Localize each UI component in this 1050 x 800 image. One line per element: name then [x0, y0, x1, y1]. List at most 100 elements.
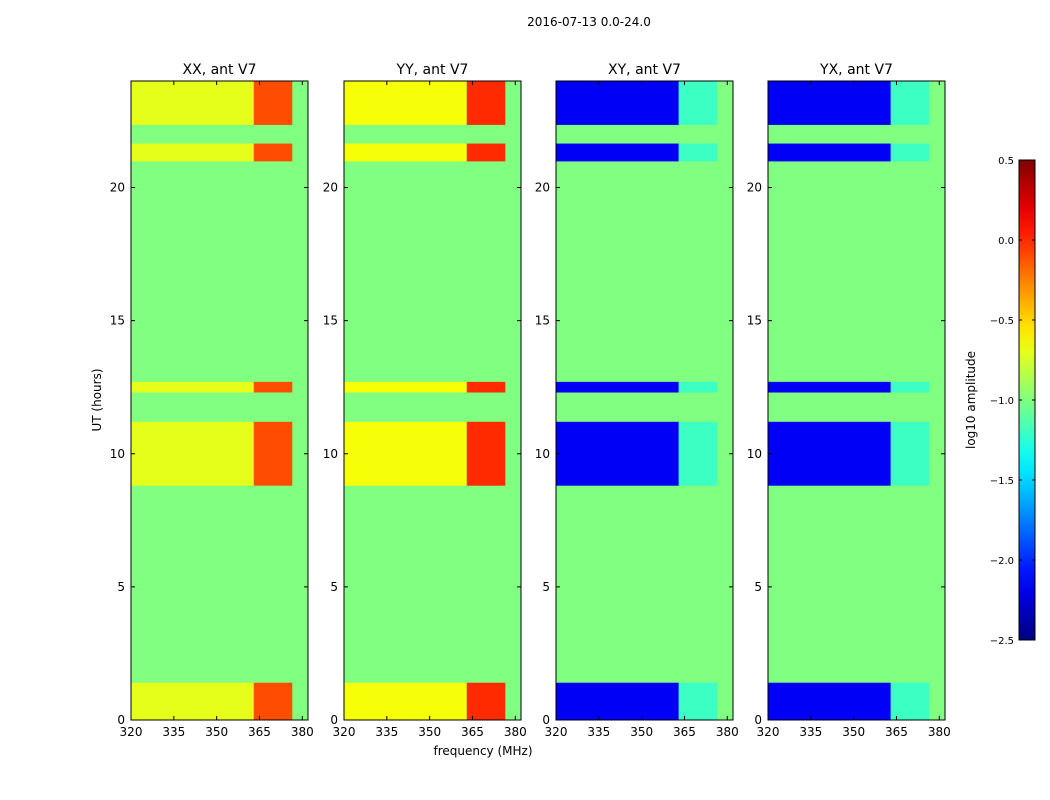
colorbar-tick-label: −1.0	[990, 396, 1014, 407]
panel-frame	[343, 80, 522, 721]
panels: XX, ant V7 320 335 350 365 380 0 5 10 15 20 YY, ant…	[110, 62, 951, 739]
heatmap-band	[253, 682, 293, 720]
y-tick-label: 5	[542, 580, 550, 594]
x-tick-label: 320	[757, 725, 780, 739]
y-tick-label: 5	[117, 580, 125, 594]
heatmap-band	[131, 381, 254, 393]
heatmap-band	[131, 682, 254, 720]
x-tick-label: 335	[587, 725, 610, 739]
y-tick-label: 15	[535, 314, 550, 328]
y-tick-label: 5	[754, 580, 762, 594]
panel-1: XX, ant V7 320 335 350 365 380 0 5 10 15 20	[110, 62, 314, 739]
panel-background	[344, 81, 521, 720]
y-tick-label: 15	[110, 314, 125, 328]
y-tick-label: 15	[747, 314, 762, 328]
x-tick-label: 365	[461, 725, 484, 739]
heatmap-band	[131, 81, 254, 125]
y-tick-label: 20	[323, 181, 338, 195]
panel-background	[131, 81, 308, 720]
heatmap-band	[466, 682, 506, 720]
x-tick-label: 350	[842, 725, 865, 739]
colorbar-tick-label: 0.0	[998, 236, 1014, 247]
x-tick-label: 350	[205, 725, 228, 739]
heatmap-band	[344, 682, 467, 720]
panel-frame	[767, 80, 946, 721]
panel-title: XY, ant V7	[608, 62, 681, 78]
heatmap-band	[890, 421, 930, 486]
panel-frame	[130, 80, 309, 721]
colorbar-tick-label: −2.5	[990, 636, 1014, 647]
x-tick-label: 365	[673, 725, 696, 739]
heatmap-band	[344, 143, 467, 162]
y-tick-label: 20	[110, 181, 125, 195]
x-tick-label: 365	[248, 725, 271, 739]
panel-background	[768, 81, 945, 720]
heatmap-band	[466, 421, 506, 486]
panel-title: YX, ant V7	[819, 62, 893, 78]
heatmap-band	[131, 421, 254, 486]
colorbar-tick-label: −1.5	[990, 476, 1014, 487]
heatmap-band	[890, 682, 930, 720]
x-tick-label: 380	[291, 725, 314, 739]
x-tick-label: 380	[716, 725, 739, 739]
figure-suptitle: 2016-07-13 0.0-24.0	[527, 15, 651, 29]
heatmap-band	[678, 81, 718, 125]
y-tick-label: 0	[754, 713, 762, 727]
colorbar: 0.5 0.0 −0.5 −1.0 −1.5 −2.0 −2.5 log10 amplitud…	[964, 156, 1036, 647]
heatmap-band	[890, 143, 930, 162]
heatmap-band	[556, 421, 679, 486]
heatmap-band	[890, 81, 930, 125]
heatmap-band	[678, 381, 718, 393]
x-tick-label: 380	[928, 725, 951, 739]
heatmap-band	[253, 81, 293, 125]
panel-2: YY, ant V7 320 335 350 365 380 0 5 10 15 20	[323, 62, 527, 739]
x-tick-label: 320	[545, 725, 568, 739]
x-tick-label: 320	[120, 725, 143, 739]
heatmap-band	[344, 81, 467, 125]
y-tick-label: 10	[110, 447, 125, 461]
colorbar-tick-label: −2.0	[990, 556, 1014, 567]
x-tick-label: 335	[162, 725, 185, 739]
heatmap-band	[678, 143, 718, 162]
y-tick-label: 10	[747, 447, 762, 461]
heatmap-band	[678, 682, 718, 720]
heatmap-band	[556, 381, 679, 393]
x-tick-label: 320	[333, 725, 356, 739]
heatmap-band	[253, 381, 293, 393]
heatmap-band	[131, 143, 254, 162]
x-tick-label: 350	[418, 725, 441, 739]
panel-3: XY, ant V7 320 335 350 365 380 0 5 10 15 20	[535, 62, 739, 739]
y-tick-label: 10	[323, 447, 338, 461]
y-tick-label: 5	[330, 580, 338, 594]
colorbar-label: log10 amplitude	[964, 351, 978, 449]
heatmap-band	[466, 81, 506, 125]
heatmap-band	[556, 682, 679, 720]
y-tick-label: 0	[117, 713, 125, 727]
heatmap-band	[768, 143, 891, 162]
colorbar-tick-label: −0.5	[990, 316, 1014, 327]
x-tick-label: 335	[375, 725, 398, 739]
panel-frame	[555, 80, 734, 721]
y-tick-label: 10	[535, 447, 550, 461]
heatmap-band	[344, 381, 467, 393]
heatmap-band	[466, 143, 506, 162]
x-tick-label: 380	[504, 725, 527, 739]
panel-title: XX, ant V7	[183, 62, 257, 78]
heatmap-band	[768, 381, 891, 393]
colorbar-tick-label: 0.5	[998, 156, 1014, 167]
heatmap-band	[768, 421, 891, 486]
heatmap-band	[344, 421, 467, 486]
y-tick-label: 20	[535, 181, 550, 195]
x-tick-label: 350	[630, 725, 653, 739]
panel-title: YY, ant V7	[396, 62, 469, 78]
heatmap-band	[466, 381, 506, 393]
panel-background	[556, 81, 733, 720]
heatmap-band	[678, 421, 718, 486]
y-axis-label: UT (hours)	[90, 368, 104, 431]
heatmap-band	[556, 143, 679, 162]
y-tick-label: 15	[323, 314, 338, 328]
heatmap-band	[253, 421, 293, 486]
y-tick-label: 20	[747, 181, 762, 195]
panel-4: YX, ant V7 320 335 350 365 380 0 5 10 15 20	[747, 62, 951, 739]
